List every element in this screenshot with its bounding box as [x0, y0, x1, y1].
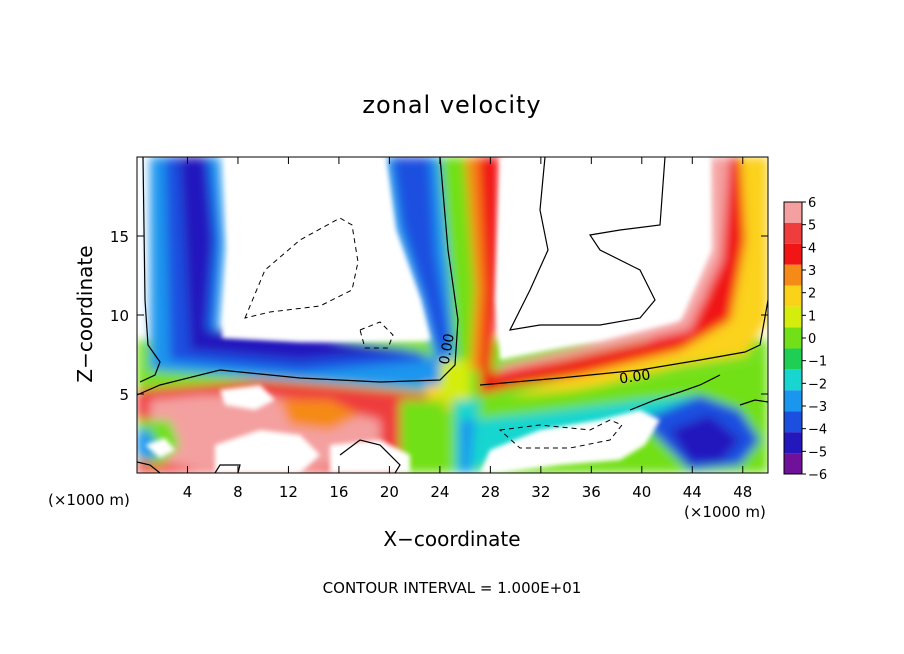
- chart-title: zonal velocity: [362, 91, 541, 119]
- colorbar-swatch: [784, 243, 802, 265]
- colorbar-label: −4: [808, 423, 827, 438]
- x-tick-label: 8: [233, 483, 243, 501]
- colorbar-swatch: [784, 222, 802, 244]
- y-axis-label: Z−coordinate: [73, 245, 97, 382]
- colorbar-swatch: [784, 285, 802, 307]
- x-unit-label-left: (×1000 m): [48, 491, 130, 509]
- x-tick-label: 32: [531, 483, 550, 501]
- contour-label: 0.00: [618, 367, 651, 387]
- colorbar-label: 2: [808, 287, 816, 302]
- plot-area: [137, 157, 768, 473]
- x-tick-label: 44: [683, 483, 702, 501]
- colorbar-label: 4: [808, 241, 816, 256]
- colorbar-swatch: [784, 264, 802, 286]
- colorbar-label: 3: [808, 264, 816, 279]
- x-tick-label: 36: [582, 483, 601, 501]
- y-tick-label: 5: [119, 386, 129, 404]
- colorbar-label: −3: [808, 400, 827, 415]
- colorbar-swatch: [784, 306, 802, 328]
- x-tick-label: 24: [430, 483, 449, 501]
- x-tick-label: 40: [632, 483, 651, 501]
- x-unit-label-right: (×1000 m): [684, 503, 766, 521]
- x-tick-label: 20: [380, 483, 399, 501]
- white-regions: [145, 157, 710, 473]
- x-axis-ticks: 4 8 12 16 20 24 28 32 36 40 44 48: [183, 157, 752, 501]
- colorbar-swatch: [784, 432, 802, 454]
- colorbar-label: −5: [808, 445, 827, 460]
- x-tick-label: 48: [733, 483, 752, 501]
- contour-lines: [137, 157, 768, 473]
- contour-interval-note: CONTOUR INTERVAL = 1.000E+01: [323, 579, 582, 597]
- y-tick-label: 10: [110, 307, 129, 325]
- colorbar-swatch: [784, 453, 802, 474]
- colorbar-swatch: [784, 390, 802, 412]
- colorbar-label: −6: [808, 468, 827, 483]
- colorbar-label: 0: [808, 332, 816, 347]
- colorbar-swatch: [784, 369, 802, 391]
- x-tick-label: 4: [183, 483, 193, 501]
- x-axis-label: X−coordinate: [383, 527, 520, 551]
- x-tick-label: 28: [481, 483, 500, 501]
- colorbar-swatch: [784, 348, 802, 370]
- x-tick-label: 12: [279, 483, 298, 501]
- colorbar-label: 6: [808, 196, 816, 211]
- colorbar-label: −1: [808, 355, 827, 370]
- contour-label: 0.00: [437, 332, 458, 365]
- x-tick-label: 16: [329, 483, 348, 501]
- colorbar-label: 1: [808, 309, 816, 324]
- colorbar-swatch: [784, 202, 802, 223]
- contour-labels: 0.00 0.00: [437, 332, 652, 387]
- y-tick-label: 15: [110, 228, 129, 246]
- y-axis-ticks: 5 10 15: [110, 228, 768, 404]
- colorbar-label: 5: [808, 219, 816, 234]
- colorbar-swatch: [784, 411, 802, 433]
- contour-lines-negative: [244, 217, 623, 449]
- colorbar: 6 5 4 3 2 1 0 −1 −2 −3 −4 −5 −6: [783, 196, 827, 483]
- colorbar-swatch: [784, 327, 802, 349]
- colorbar-label: −2: [808, 377, 827, 392]
